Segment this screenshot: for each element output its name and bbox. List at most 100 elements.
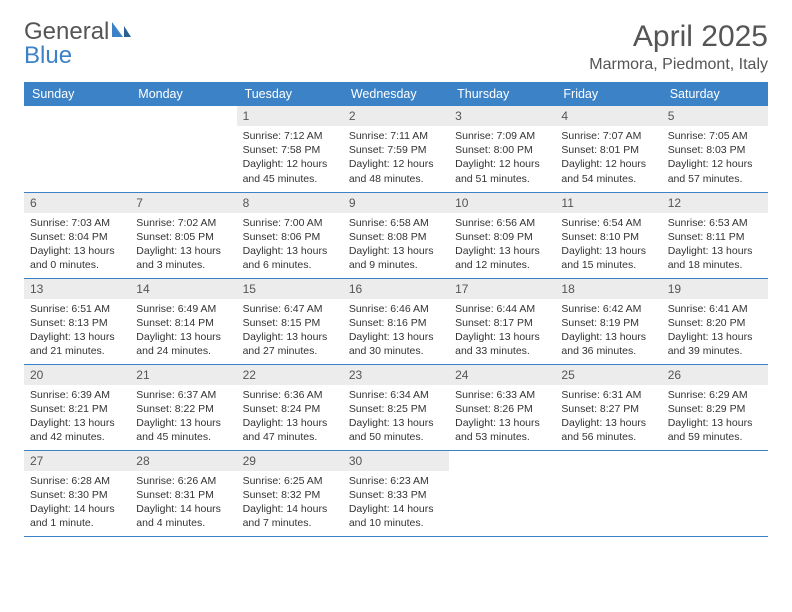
calendar-cell: 7Sunrise: 7:02 AMSunset: 8:05 PMDaylight… xyxy=(130,192,236,278)
day-number: 8 xyxy=(237,193,343,213)
calendar-cell: 13Sunrise: 6:51 AMSunset: 8:13 PMDayligh… xyxy=(24,278,130,364)
day-number: 18 xyxy=(555,279,661,299)
logo-text-1: General xyxy=(24,18,109,45)
calendar-cell: 16Sunrise: 6:46 AMSunset: 8:16 PMDayligh… xyxy=(343,278,449,364)
calendar-cell: 21Sunrise: 6:37 AMSunset: 8:22 PMDayligh… xyxy=(130,364,236,450)
day-content: Sunrise: 6:26 AMSunset: 8:31 PMDaylight:… xyxy=(130,471,236,536)
day-number: 23 xyxy=(343,365,449,385)
calendar-cell: 22Sunrise: 6:36 AMSunset: 8:24 PMDayligh… xyxy=(237,364,343,450)
calendar-cell: 25Sunrise: 6:31 AMSunset: 8:27 PMDayligh… xyxy=(555,364,661,450)
weekday-header: Tuesday xyxy=(237,82,343,106)
calendar-row: 13Sunrise: 6:51 AMSunset: 8:13 PMDayligh… xyxy=(24,278,768,364)
day-content: Sunrise: 7:12 AMSunset: 7:58 PMDaylight:… xyxy=(237,126,343,191)
day-content: Sunrise: 7:02 AMSunset: 8:05 PMDaylight:… xyxy=(130,213,236,278)
day-content: Sunrise: 6:51 AMSunset: 8:13 PMDaylight:… xyxy=(24,299,130,364)
calendar-cell: 15Sunrise: 6:47 AMSunset: 8:15 PMDayligh… xyxy=(237,278,343,364)
calendar-cell: 26Sunrise: 6:29 AMSunset: 8:29 PMDayligh… xyxy=(662,364,768,450)
calendar-cell: 19Sunrise: 6:41 AMSunset: 8:20 PMDayligh… xyxy=(662,278,768,364)
day-content: Sunrise: 7:11 AMSunset: 7:59 PMDaylight:… xyxy=(343,126,449,191)
day-number: 13 xyxy=(24,279,130,299)
calendar-cell xyxy=(130,106,236,192)
day-content: Sunrise: 6:29 AMSunset: 8:29 PMDaylight:… xyxy=(662,385,768,450)
day-content: Sunrise: 7:09 AMSunset: 8:00 PMDaylight:… xyxy=(449,126,555,191)
calendar-cell: 30Sunrise: 6:23 AMSunset: 8:33 PMDayligh… xyxy=(343,450,449,536)
day-content: Sunrise: 6:53 AMSunset: 8:11 PMDaylight:… xyxy=(662,213,768,278)
day-content: Sunrise: 6:54 AMSunset: 8:10 PMDaylight:… xyxy=(555,213,661,278)
day-number: 9 xyxy=(343,193,449,213)
location: Marmora, Piedmont, Italy xyxy=(589,56,768,74)
day-content: Sunrise: 6:49 AMSunset: 8:14 PMDaylight:… xyxy=(130,299,236,364)
day-number: 20 xyxy=(24,365,130,385)
weekday-header: Wednesday xyxy=(343,82,449,106)
calendar-row: 27Sunrise: 6:28 AMSunset: 8:30 PMDayligh… xyxy=(24,450,768,536)
day-number: 12 xyxy=(662,193,768,213)
day-number: 6 xyxy=(24,193,130,213)
day-content: Sunrise: 7:03 AMSunset: 8:04 PMDaylight:… xyxy=(24,213,130,278)
logo-sail-icon xyxy=(111,20,133,44)
calendar-cell xyxy=(662,450,768,536)
calendar-cell xyxy=(449,450,555,536)
day-number: 19 xyxy=(662,279,768,299)
calendar-cell: 11Sunrise: 6:54 AMSunset: 8:10 PMDayligh… xyxy=(555,192,661,278)
day-number: 11 xyxy=(555,193,661,213)
logo-text-2: Blue xyxy=(24,42,72,69)
day-number: 26 xyxy=(662,365,768,385)
day-number: 27 xyxy=(24,451,130,471)
day-content: Sunrise: 7:07 AMSunset: 8:01 PMDaylight:… xyxy=(555,126,661,191)
calendar-head: SundayMondayTuesdayWednesdayThursdayFrid… xyxy=(24,82,768,106)
day-number: 15 xyxy=(237,279,343,299)
day-number: 2 xyxy=(343,106,449,126)
page-title: April 2025 xyxy=(589,20,768,54)
day-content: Sunrise: 6:39 AMSunset: 8:21 PMDaylight:… xyxy=(24,385,130,450)
day-number: 28 xyxy=(130,451,236,471)
calendar-cell: 27Sunrise: 6:28 AMSunset: 8:30 PMDayligh… xyxy=(24,450,130,536)
day-content: Sunrise: 6:36 AMSunset: 8:24 PMDaylight:… xyxy=(237,385,343,450)
calendar-row: 20Sunrise: 6:39 AMSunset: 8:21 PMDayligh… xyxy=(24,364,768,450)
day-number: 22 xyxy=(237,365,343,385)
title-block: April 2025 Marmora, Piedmont, Italy xyxy=(589,20,768,74)
calendar-cell: 17Sunrise: 6:44 AMSunset: 8:17 PMDayligh… xyxy=(449,278,555,364)
day-number: 21 xyxy=(130,365,236,385)
day-content: Sunrise: 6:23 AMSunset: 8:33 PMDaylight:… xyxy=(343,471,449,536)
calendar-cell: 20Sunrise: 6:39 AMSunset: 8:21 PMDayligh… xyxy=(24,364,130,450)
day-number: 5 xyxy=(662,106,768,126)
weekday-header: Saturday xyxy=(662,82,768,106)
day-number: 25 xyxy=(555,365,661,385)
day-content: Sunrise: 6:34 AMSunset: 8:25 PMDaylight:… xyxy=(343,385,449,450)
calendar-cell: 29Sunrise: 6:25 AMSunset: 8:32 PMDayligh… xyxy=(237,450,343,536)
day-number: 4 xyxy=(555,106,661,126)
day-number: 10 xyxy=(449,193,555,213)
calendar-cell: 6Sunrise: 7:03 AMSunset: 8:04 PMDaylight… xyxy=(24,192,130,278)
calendar-cell: 18Sunrise: 6:42 AMSunset: 8:19 PMDayligh… xyxy=(555,278,661,364)
calendar-cell: 5Sunrise: 7:05 AMSunset: 8:03 PMDaylight… xyxy=(662,106,768,192)
day-content: Sunrise: 6:42 AMSunset: 8:19 PMDaylight:… xyxy=(555,299,661,364)
calendar-table: SundayMondayTuesdayWednesdayThursdayFrid… xyxy=(24,82,768,537)
day-content: Sunrise: 6:31 AMSunset: 8:27 PMDaylight:… xyxy=(555,385,661,450)
weekday-header: Sunday xyxy=(24,82,130,106)
day-content: Sunrise: 6:46 AMSunset: 8:16 PMDaylight:… xyxy=(343,299,449,364)
calendar-body: 1Sunrise: 7:12 AMSunset: 7:58 PMDaylight… xyxy=(24,106,768,536)
day-content: Sunrise: 6:56 AMSunset: 8:09 PMDaylight:… xyxy=(449,213,555,278)
calendar-cell xyxy=(24,106,130,192)
calendar-cell: 9Sunrise: 6:58 AMSunset: 8:08 PMDaylight… xyxy=(343,192,449,278)
calendar-cell: 28Sunrise: 6:26 AMSunset: 8:31 PMDayligh… xyxy=(130,450,236,536)
calendar-cell: 3Sunrise: 7:09 AMSunset: 8:00 PMDaylight… xyxy=(449,106,555,192)
day-content: Sunrise: 6:37 AMSunset: 8:22 PMDaylight:… xyxy=(130,385,236,450)
logo: GeneralBlue xyxy=(24,20,133,68)
day-number: 1 xyxy=(237,106,343,126)
header: GeneralBlue April 2025 Marmora, Piedmont… xyxy=(24,20,768,74)
day-number: 17 xyxy=(449,279,555,299)
day-number: 24 xyxy=(449,365,555,385)
day-content: Sunrise: 6:47 AMSunset: 8:15 PMDaylight:… xyxy=(237,299,343,364)
calendar-cell: 8Sunrise: 7:00 AMSunset: 8:06 PMDaylight… xyxy=(237,192,343,278)
day-content: Sunrise: 6:28 AMSunset: 8:30 PMDaylight:… xyxy=(24,471,130,536)
calendar-cell: 2Sunrise: 7:11 AMSunset: 7:59 PMDaylight… xyxy=(343,106,449,192)
calendar-cell: 1Sunrise: 7:12 AMSunset: 7:58 PMDaylight… xyxy=(237,106,343,192)
day-number: 3 xyxy=(449,106,555,126)
weekday-header: Monday xyxy=(130,82,236,106)
day-number: 16 xyxy=(343,279,449,299)
weekday-header: Thursday xyxy=(449,82,555,106)
calendar-cell: 23Sunrise: 6:34 AMSunset: 8:25 PMDayligh… xyxy=(343,364,449,450)
calendar-cell xyxy=(555,450,661,536)
day-number: 30 xyxy=(343,451,449,471)
